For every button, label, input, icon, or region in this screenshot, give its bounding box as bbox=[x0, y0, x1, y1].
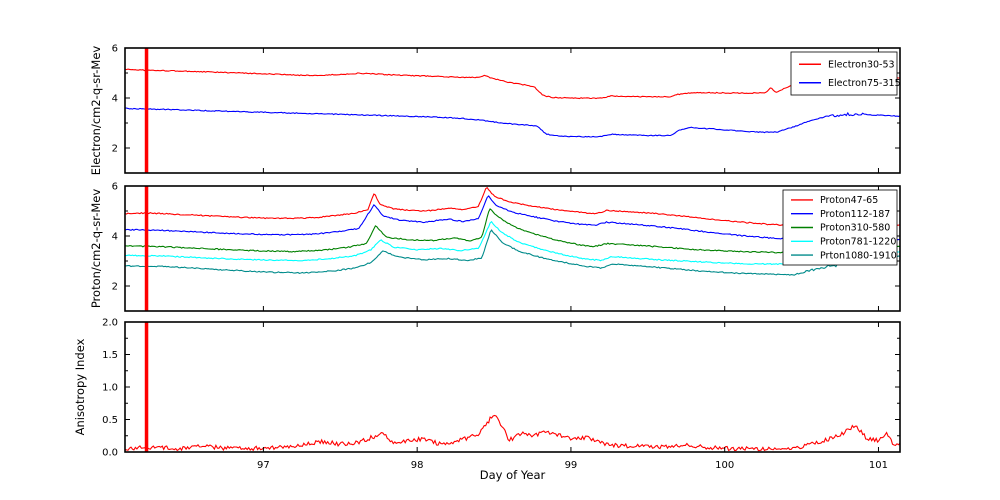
y-tick-label: 2.0 bbox=[102, 318, 118, 329]
x-tick-label: 99 bbox=[565, 460, 578, 471]
x-axis-label: Day of Year bbox=[480, 468, 546, 482]
y-tick-label: 1.0 bbox=[102, 383, 118, 394]
legend-box bbox=[790, 51, 898, 96]
series-line-Prton1080-1910 bbox=[125, 229, 900, 276]
legend-label-Proton112-187: Proton112-187 bbox=[820, 209, 890, 220]
series-line-Anisotropy bbox=[125, 414, 900, 452]
legend-label-Proton310-580: Proton310-580 bbox=[820, 223, 890, 234]
legend-label-Electron75-315: Electron75-315 bbox=[828, 78, 901, 89]
legend-label-Proton781-1220: Proton781-1220 bbox=[820, 237, 896, 248]
x-tick-label: 100 bbox=[715, 460, 734, 471]
y-axis-label-electron: Electron/cm2-q-sr-Mev bbox=[89, 46, 103, 176]
y-tick-label: 6 bbox=[112, 182, 118, 193]
legend-label-Electron30-53: Electron30-53 bbox=[828, 59, 895, 70]
y-tick-label: 4 bbox=[112, 94, 118, 105]
y-tick-label: 0.5 bbox=[102, 415, 118, 426]
y-tick-label: 0.0 bbox=[102, 448, 118, 459]
plot-area bbox=[125, 48, 900, 173]
legend-label-Proton47-65: Proton47-65 bbox=[820, 195, 878, 206]
x-tick-label: 98 bbox=[411, 460, 424, 471]
legend-label-Prton1080-1910: Prton1080-1910 bbox=[820, 250, 897, 261]
panel-electron-flux: 2 4 6 Electron30-53 Electron75-315 bbox=[112, 44, 901, 174]
series-line-Electron30-53 bbox=[125, 68, 900, 100]
series-line-Proton781-1220 bbox=[125, 220, 900, 266]
series-line-Proton310-580 bbox=[125, 208, 900, 254]
plot-area bbox=[125, 186, 900, 311]
y-axis-label-proton: Proton/cm2-q-sr-Mev bbox=[89, 189, 103, 309]
plot-area bbox=[125, 322, 900, 452]
panel-border bbox=[124, 185, 901, 312]
legend: Proton47-65 Proton112-187 Proton310-580 Pro… bbox=[782, 189, 898, 266]
y-tick-label: 1.5 bbox=[102, 350, 118, 361]
y-tick-label: 6 bbox=[112, 44, 118, 55]
panel-proton-flux: 2 4 6 Proton47-65 Proton112-187 Proton310-580… bbox=[112, 182, 901, 312]
y-tick-label: 2 bbox=[112, 144, 118, 155]
y-axis-label-anisotropy: Anisotropy Index bbox=[73, 338, 87, 435]
panel-anisotropy: 97 98 99 100 101 0.0 0.5 1.0 1.5 2.0 bbox=[102, 318, 901, 471]
y-tick-label: 2 bbox=[112, 282, 118, 293]
y-tick-label: 4 bbox=[112, 232, 118, 243]
series-line-Proton47-65 bbox=[125, 186, 900, 228]
x-tick-label: 97 bbox=[257, 460, 270, 471]
series-line-Electron75-315 bbox=[125, 107, 900, 138]
legend: Electron30-53 Electron75-315 bbox=[790, 51, 901, 96]
panel-border bbox=[124, 47, 901, 174]
panel-border bbox=[124, 321, 901, 453]
x-tick-label: 101 bbox=[869, 460, 888, 471]
series-line-Proton112-187 bbox=[125, 195, 900, 242]
